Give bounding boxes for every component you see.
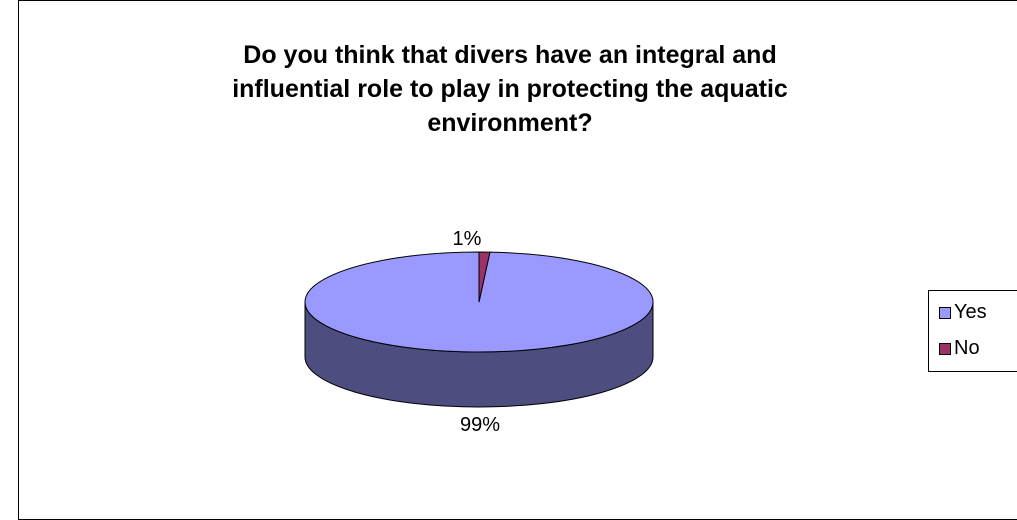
slice-label-no: 1% [453, 228, 482, 250]
pie-group [304, 251, 654, 408]
legend-swatch-yes [939, 306, 951, 319]
chart-title: Do you think that divers have an integra… [150, 38, 870, 140]
chart-title-line-3: environment? [427, 109, 593, 137]
legend-label-yes: Yes [954, 301, 987, 323]
pie-slice-no [478, 251, 491, 303]
chart-title-line-2: influential role to play in protecting t… [232, 75, 788, 103]
pie-plot: 99% 1% [304, 228, 654, 436]
legend-item-yes: Yes [939, 301, 987, 324]
legend-swatch-no [939, 342, 951, 355]
legend: Yes No [928, 290, 1017, 372]
legend-item-no: No [939, 337, 980, 360]
slice-label-yes: 99% [460, 414, 500, 436]
legend-label-no: No [954, 337, 980, 359]
chart-title-line-1: Do you think that divers have an integra… [243, 41, 777, 69]
